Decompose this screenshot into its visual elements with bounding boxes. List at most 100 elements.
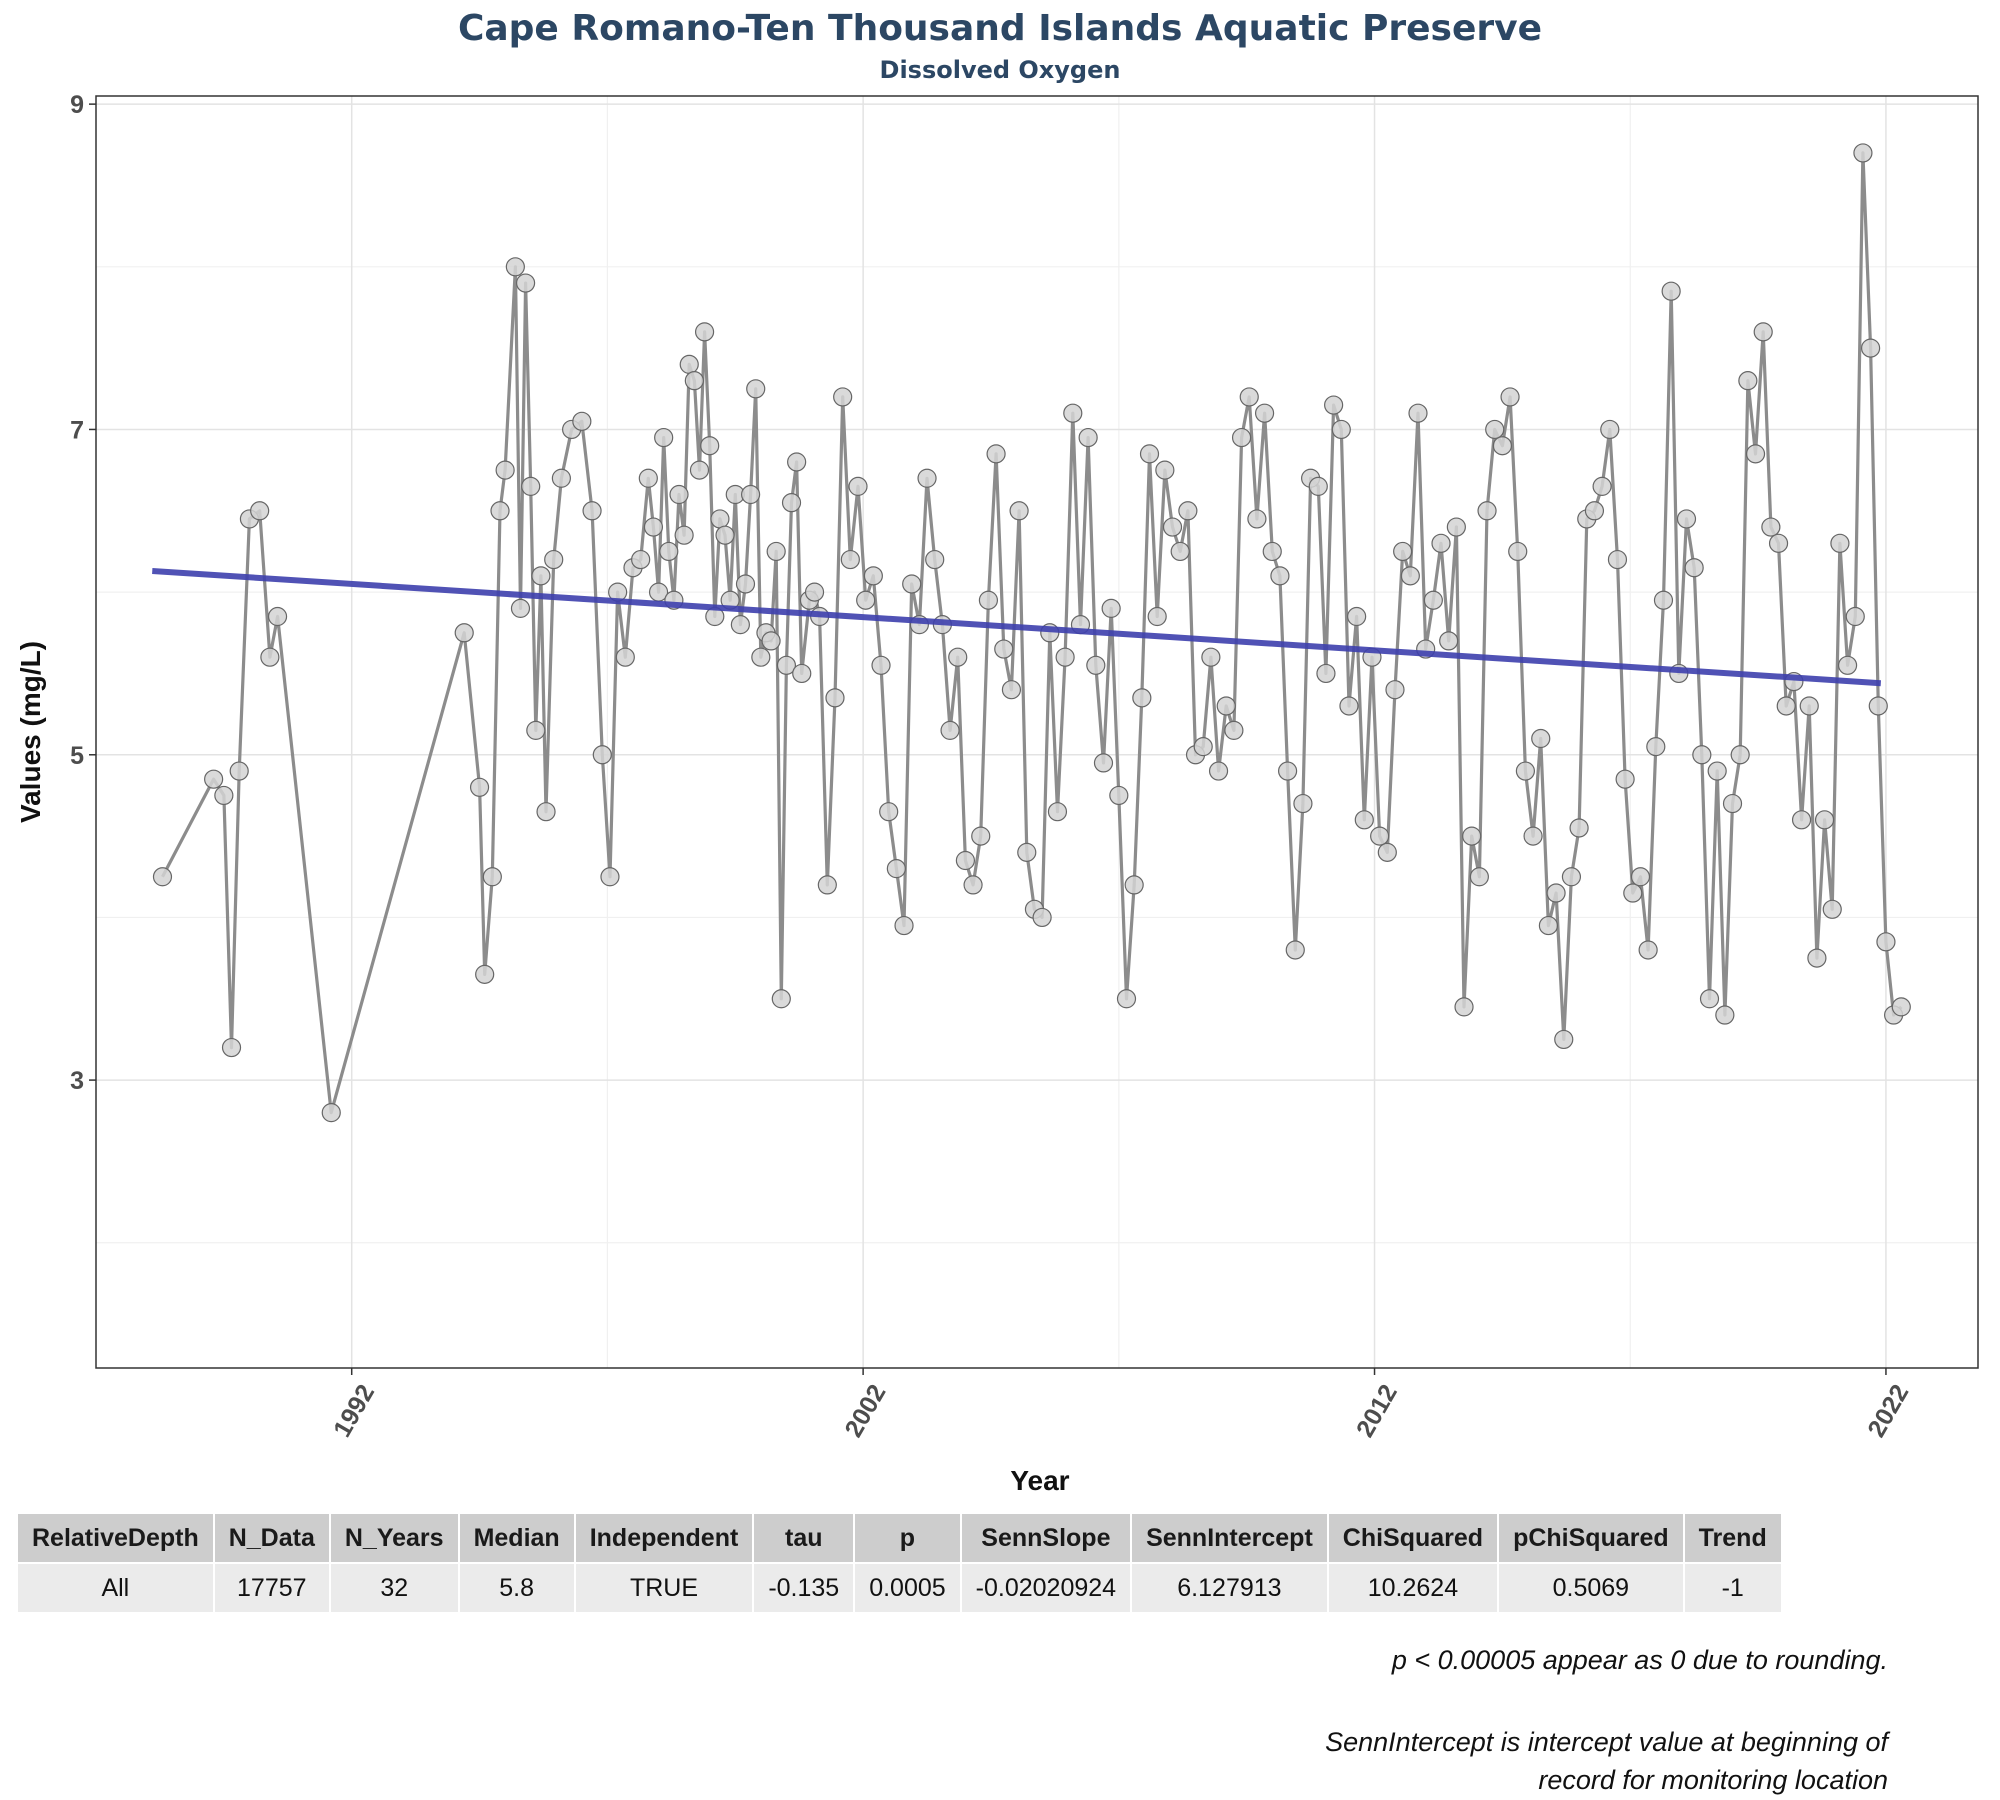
data-point bbox=[1201, 647, 1221, 667]
data-point bbox=[1630, 867, 1651, 887]
data-point bbox=[1047, 802, 1068, 822]
data-point bbox=[1661, 281, 1681, 301]
data-point bbox=[638, 468, 658, 488]
data-point bbox=[1684, 558, 1704, 578]
table-header-cell: Median bbox=[459, 1514, 574, 1562]
data-point bbox=[1400, 566, 1420, 586]
data-point bbox=[469, 777, 490, 797]
data-point bbox=[250, 501, 270, 521]
data-point bbox=[730, 615, 750, 635]
data-point bbox=[1462, 826, 1482, 846]
data-point bbox=[886, 859, 906, 879]
data-point bbox=[971, 826, 991, 846]
table-cell: -1 bbox=[1684, 1564, 1781, 1612]
table-cell: TRUE bbox=[575, 1564, 753, 1612]
data-point bbox=[1791, 810, 1812, 830]
data-point bbox=[1423, 590, 1443, 610]
data-point bbox=[787, 452, 807, 472]
table-header-cell: SennIntercept bbox=[1132, 1514, 1327, 1562]
data-point bbox=[1331, 419, 1351, 440]
data-point bbox=[879, 802, 899, 822]
x-tick-label: 1992 bbox=[328, 1380, 380, 1442]
data-point bbox=[833, 387, 853, 407]
senn-trend-line bbox=[152, 567, 1882, 687]
data-point bbox=[1868, 696, 1888, 716]
data-point bbox=[1730, 745, 1750, 765]
data-point bbox=[1254, 403, 1275, 423]
data-point bbox=[1124, 875, 1144, 895]
data-point bbox=[1646, 737, 1666, 757]
chart-title: Cape Romano-Ten Thousand Islands Aquatic… bbox=[457, 8, 1543, 49]
table-header-cell: Independent bbox=[575, 1514, 753, 1562]
data-point bbox=[863, 566, 883, 586]
data-point bbox=[1738, 371, 1758, 391]
data-point bbox=[1722, 793, 1743, 814]
data-point bbox=[654, 427, 674, 448]
data-point bbox=[1347, 606, 1367, 627]
data-point bbox=[1324, 395, 1344, 415]
data-point bbox=[1538, 915, 1559, 936]
data-point bbox=[766, 541, 786, 562]
table-cell: -0.135 bbox=[754, 1564, 854, 1612]
line-chart: 3 5 7 9 1992 2002 2012 2022 Year Values (mg/L) bbox=[15, 91, 1979, 1496]
data-point bbox=[1822, 899, 1842, 919]
data-point bbox=[700, 436, 720, 456]
data-point bbox=[643, 517, 664, 537]
data-point bbox=[917, 468, 937, 488]
data-point bbox=[495, 460, 515, 480]
data-point bbox=[1531, 728, 1551, 749]
data-point bbox=[1607, 549, 1628, 570]
data-point bbox=[615, 647, 635, 667]
data-point bbox=[1055, 647, 1075, 667]
data-point bbox=[490, 501, 510, 521]
table-header-cell: N_Years bbox=[330, 1514, 458, 1562]
table-header-row: RelativeDepth N_Data N_Years Median Independ… bbox=[18, 1514, 1781, 1562]
chart-subtitle: Dissolved Oxygen bbox=[879, 56, 1121, 84]
data-point bbox=[1001, 680, 1022, 700]
table-header-cell: tau bbox=[754, 1514, 854, 1562]
data-point bbox=[1492, 436, 1512, 456]
table-cell: 0.5069 bbox=[1499, 1564, 1683, 1612]
data-point bbox=[1231, 427, 1252, 448]
y-tick-label: 5 bbox=[70, 742, 84, 770]
data-point bbox=[521, 476, 541, 496]
data-point bbox=[1592, 476, 1612, 496]
x-axis-ticks: 1992 2002 2012 2022 bbox=[328, 1368, 1914, 1442]
data-point bbox=[978, 590, 999, 610]
data-point bbox=[1776, 696, 1796, 716]
data-point bbox=[1262, 541, 1282, 562]
data-point bbox=[1285, 940, 1305, 960]
data-point bbox=[526, 720, 546, 740]
table-header-cell: RelativeDepth bbox=[18, 1514, 213, 1562]
data-point bbox=[1431, 533, 1451, 553]
table-header-cell: pChiSquared bbox=[1499, 1514, 1683, 1562]
data-point bbox=[1093, 753, 1114, 773]
data-point bbox=[1876, 932, 1896, 952]
x-tick-label: 2002 bbox=[839, 1380, 891, 1442]
data-point bbox=[1385, 680, 1405, 700]
data-point bbox=[1600, 419, 1620, 440]
data-point bbox=[1132, 688, 1152, 708]
table-cell: -0.02020924 bbox=[961, 1564, 1131, 1612]
table-header-cell: SennSlope bbox=[961, 1514, 1131, 1562]
data-point bbox=[986, 444, 1006, 464]
data-point bbox=[1853, 143, 1873, 163]
data-point bbox=[260, 647, 280, 667]
data-point bbox=[1830, 533, 1850, 553]
data-point bbox=[536, 802, 556, 822]
data-point bbox=[1676, 509, 1697, 529]
data-point bbox=[1017, 842, 1037, 862]
trend-line bbox=[152, 567, 1882, 687]
table-header-cell: p bbox=[855, 1514, 960, 1562]
table-row: All 17757 32 5.8 TRUE -0.135 0.0005 -0.02020924… bbox=[18, 1564, 1781, 1612]
intercept-note: SennIntercept is intercept value at begi… bbox=[1188, 1723, 1888, 1799]
data-point bbox=[321, 1103, 341, 1123]
data-point bbox=[1699, 989, 1720, 1009]
data-point bbox=[600, 867, 620, 887]
data-point bbox=[515, 273, 536, 293]
data-point bbox=[1446, 517, 1466, 537]
data-point bbox=[1569, 818, 1589, 838]
table-header-cell: N_Data bbox=[214, 1514, 329, 1562]
data-point bbox=[1546, 883, 1566, 903]
data-point bbox=[1109, 785, 1129, 806]
